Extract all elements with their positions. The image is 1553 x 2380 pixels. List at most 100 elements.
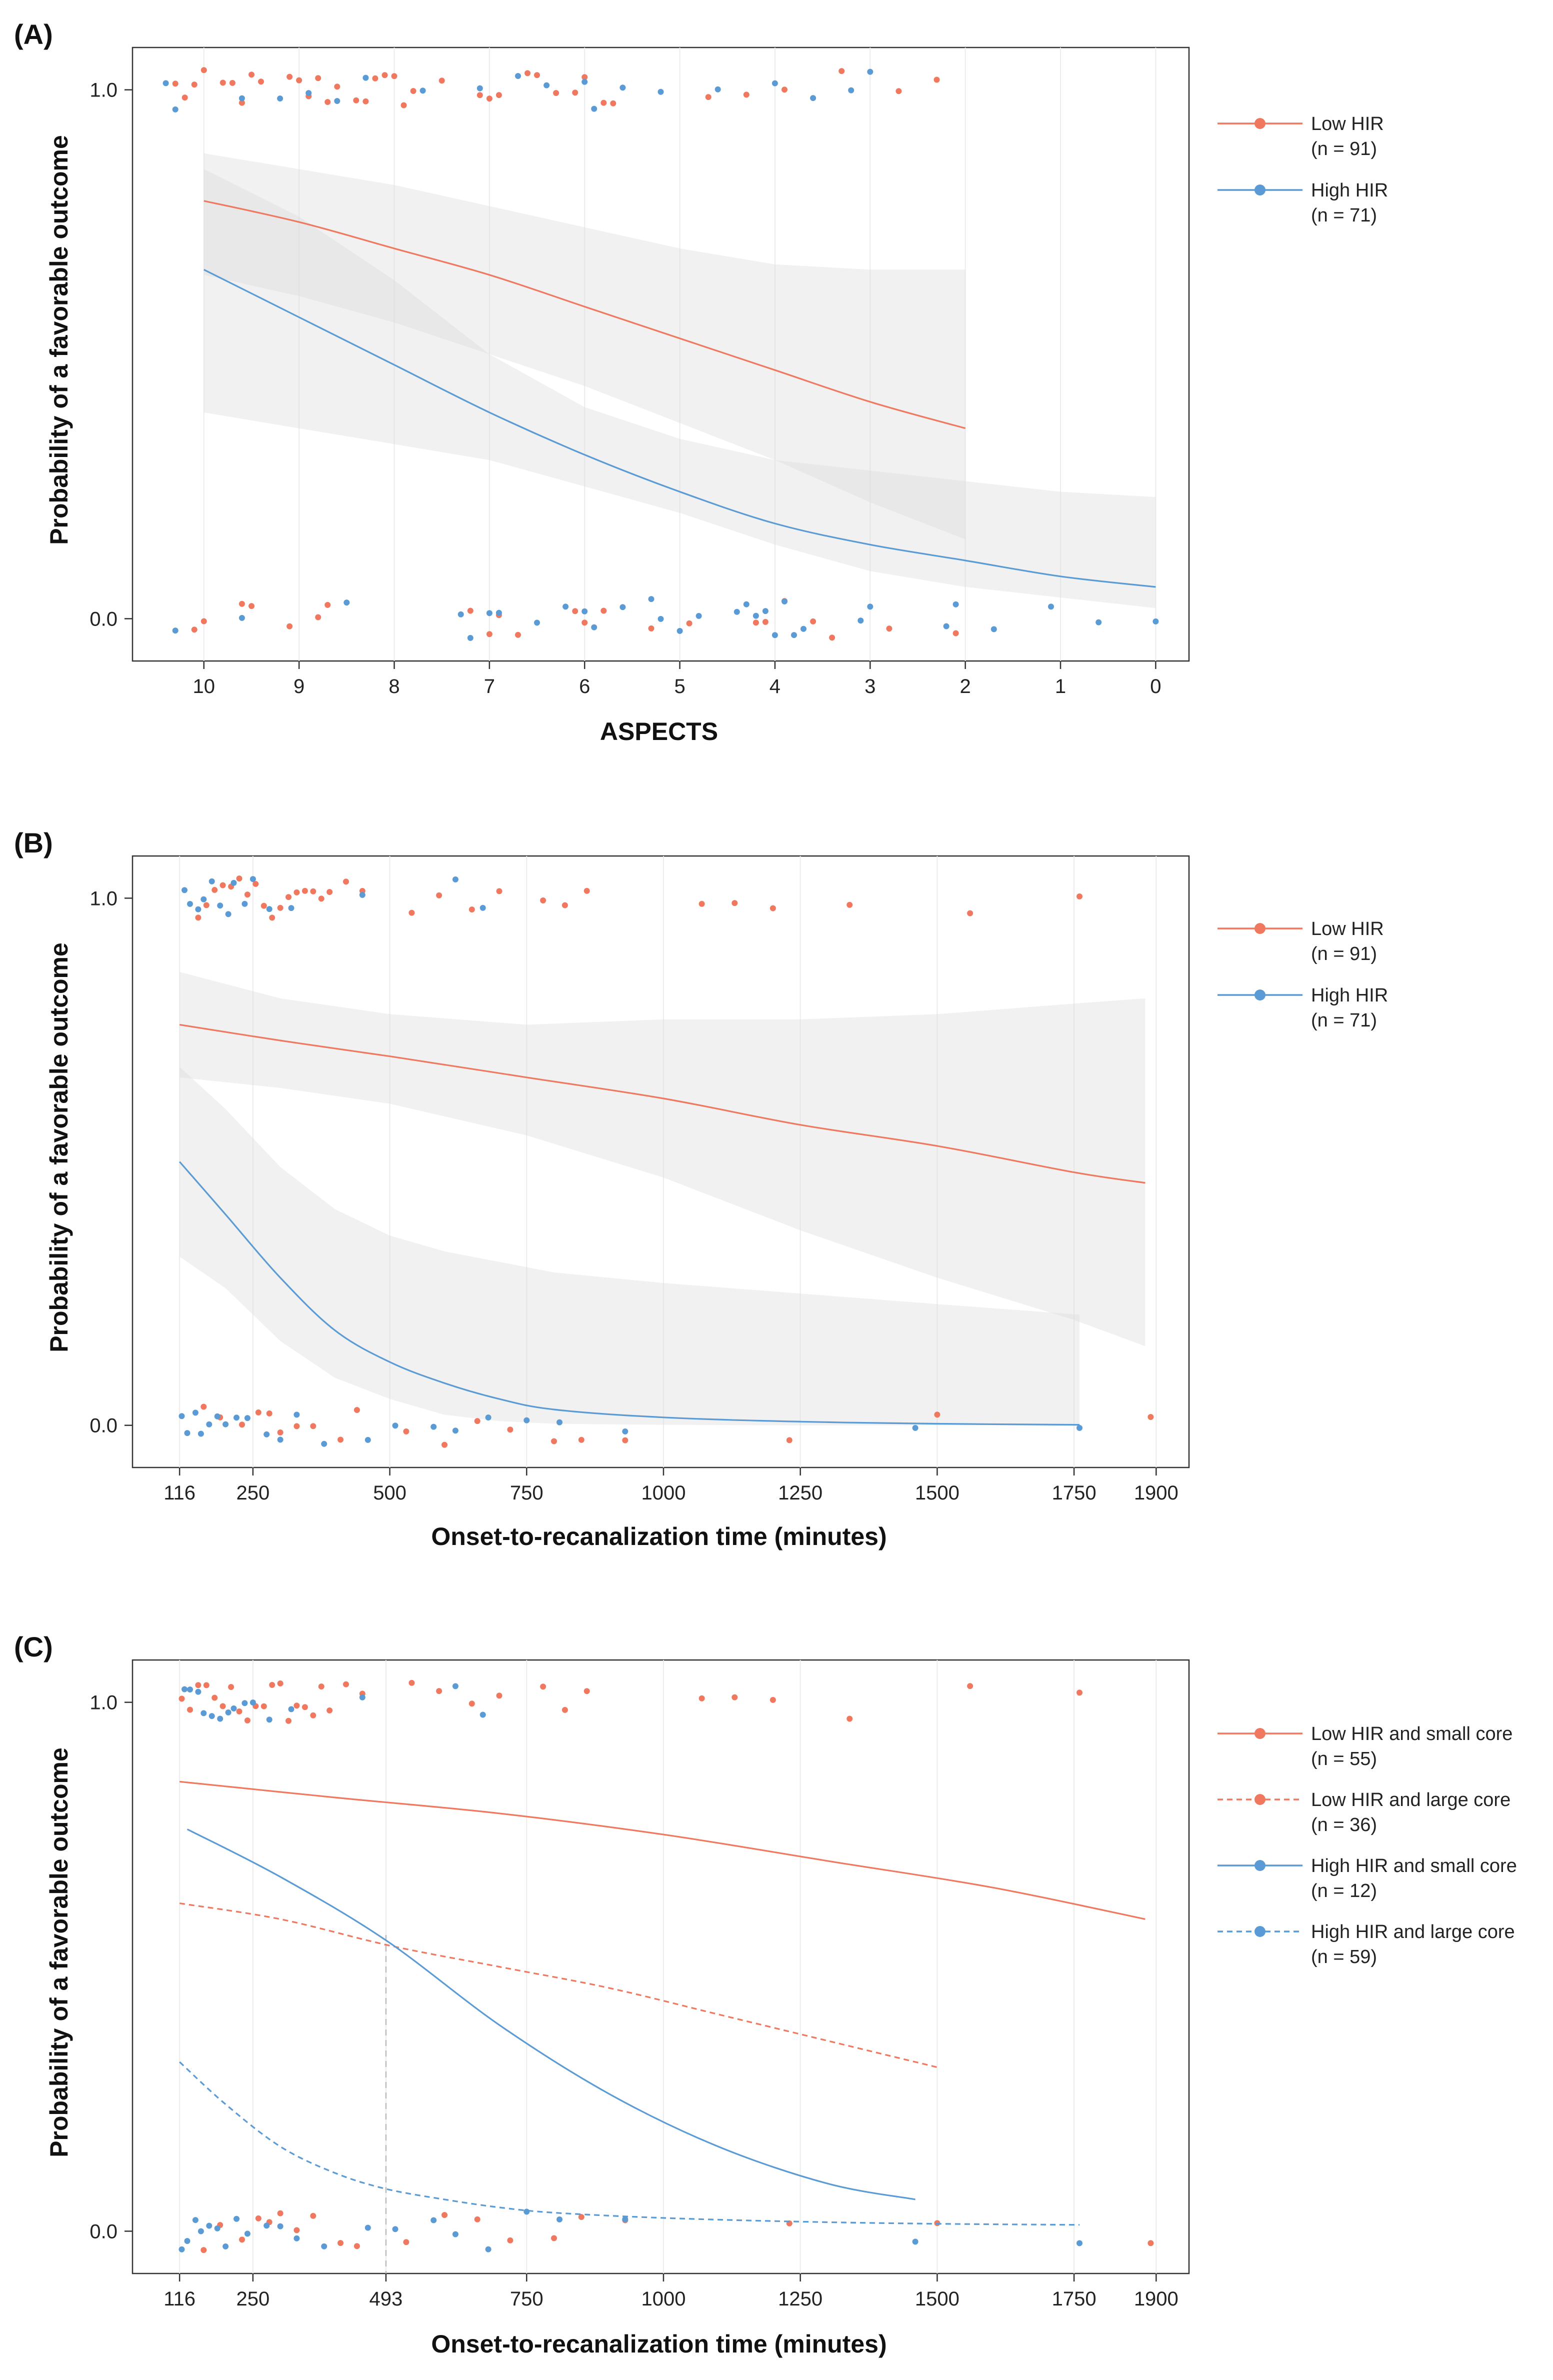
legend-marker	[1254, 1728, 1266, 1739]
y-axis-title: Probability of a favorable outcome	[45, 1748, 73, 2158]
legend: Low HIR (n = 91) High HIR (n = 71)	[1311, 114, 1388, 226]
data-point	[486, 631, 492, 638]
data-point	[534, 620, 540, 626]
data-point	[838, 68, 845, 74]
data-point	[187, 900, 193, 907]
data-point	[886, 626, 892, 632]
data-point	[582, 608, 588, 614]
x-tick-label: 1000	[641, 2288, 686, 2310]
data-point	[236, 1708, 242, 1714]
data-point	[198, 2228, 204, 2234]
data-point	[943, 623, 950, 630]
x-tick-label: 7	[484, 676, 495, 698]
data-point	[195, 1688, 202, 1695]
data-point	[191, 82, 198, 88]
data-point	[485, 1414, 492, 1420]
data-point	[934, 76, 940, 83]
data-point	[452, 876, 458, 882]
data-point	[230, 1705, 237, 1712]
legend-markers	[1218, 923, 1302, 1000]
data-point	[315, 75, 322, 82]
data-point	[786, 1437, 792, 1444]
data-point	[622, 1437, 628, 1444]
data-point	[234, 1414, 240, 1421]
series-line	[179, 1024, 1146, 1184]
data-point	[752, 612, 759, 619]
data-point	[286, 74, 293, 80]
x-tick-label: 6	[579, 676, 590, 698]
data-point	[515, 73, 521, 79]
data-point	[468, 1700, 475, 1707]
plot-area: 116 250 500 750 1000 1250 1500 1750 1900 0.0 1.0	[90, 855, 1190, 1504]
data-point	[467, 608, 474, 614]
data-point	[732, 900, 738, 906]
legend-markers	[1218, 1728, 1302, 1937]
x-axis-title: Onset-to-recanalization time (minutes)	[431, 1522, 886, 1550]
data-point	[182, 94, 188, 101]
data-point	[1076, 1690, 1082, 1696]
legend-marker	[1254, 118, 1266, 129]
data-point	[524, 70, 530, 76]
data-point	[306, 90, 312, 96]
data-point	[486, 610, 492, 616]
data-point	[286, 894, 292, 900]
data-point	[782, 86, 788, 93]
series-line	[179, 1902, 938, 2068]
data-point	[438, 78, 445, 84]
data-point	[696, 612, 702, 619]
panel-c: (C) Probability of a favorable outcome O…	[14, 1631, 1517, 2358]
data-point	[452, 1683, 458, 1690]
data-point	[326, 1707, 333, 1714]
series-line	[204, 200, 966, 430]
y-tick-label: 1.0	[90, 888, 118, 910]
data-point	[338, 1436, 344, 1443]
data-point	[225, 1709, 232, 1716]
confidence-band	[204, 153, 966, 540]
data-point	[562, 604, 569, 610]
data-point	[321, 2243, 328, 2250]
data-point	[403, 2239, 410, 2246]
data-point	[200, 1710, 207, 1716]
data-point	[858, 618, 864, 624]
x-tick-label: 2	[960, 676, 971, 698]
data-point	[277, 2223, 284, 2230]
y-tick-label: 0.0	[90, 608, 118, 630]
data-point	[658, 88, 664, 95]
data-point	[867, 604, 874, 610]
legend-label: High HIR and small core	[1311, 1856, 1517, 1876]
data-point	[791, 632, 797, 638]
data-point	[572, 90, 578, 96]
legend-label: High HIR	[1311, 985, 1388, 1006]
x-tick-label: 1250	[778, 2288, 822, 2310]
data-point	[364, 1436, 371, 1443]
x-axis-title: Onset-to-recanalization time (minutes)	[431, 2330, 886, 2358]
legend: Low HIR (n = 91) High HIR (n = 71)	[1311, 918, 1388, 1031]
data-point	[217, 902, 224, 909]
data-point	[294, 889, 300, 896]
data-point	[200, 67, 207, 74]
x-tick-label: 1900	[1134, 1482, 1178, 1504]
data-point	[578, 2214, 584, 2220]
data-point	[400, 102, 407, 108]
data-point	[217, 1716, 224, 1722]
data-point	[192, 1410, 198, 1416]
data-point	[967, 1683, 974, 1690]
legend-label: Low HIR and small core	[1311, 1724, 1512, 1744]
data-point	[242, 900, 248, 907]
data-point	[578, 1436, 584, 1443]
data-point	[476, 85, 483, 92]
x-tick-label: 750	[510, 2288, 544, 2310]
data-point	[203, 1682, 210, 1688]
data-point	[582, 78, 588, 85]
data-point	[269, 914, 276, 921]
data-point	[458, 611, 464, 618]
data-point	[264, 1431, 270, 1438]
data-point	[622, 1428, 628, 1434]
data-point	[198, 1430, 204, 1437]
data-point	[408, 1680, 415, 1686]
data-point	[260, 902, 267, 909]
data-point	[752, 620, 759, 626]
data-point	[572, 608, 578, 614]
legend-marker	[1254, 184, 1266, 196]
data-point	[250, 1700, 256, 1706]
